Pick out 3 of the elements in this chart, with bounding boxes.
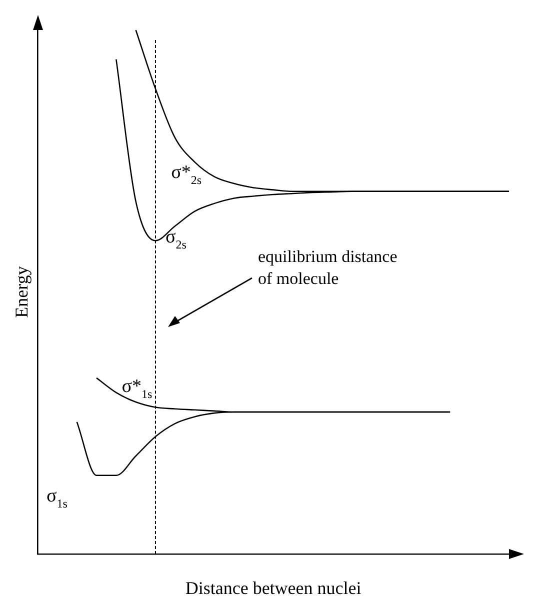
x-axis-title: Distance between nuclei bbox=[185, 578, 362, 598]
annotation: equilibrium distance of molecule bbox=[258, 247, 398, 288]
y-axis-title: Energy bbox=[12, 266, 32, 318]
